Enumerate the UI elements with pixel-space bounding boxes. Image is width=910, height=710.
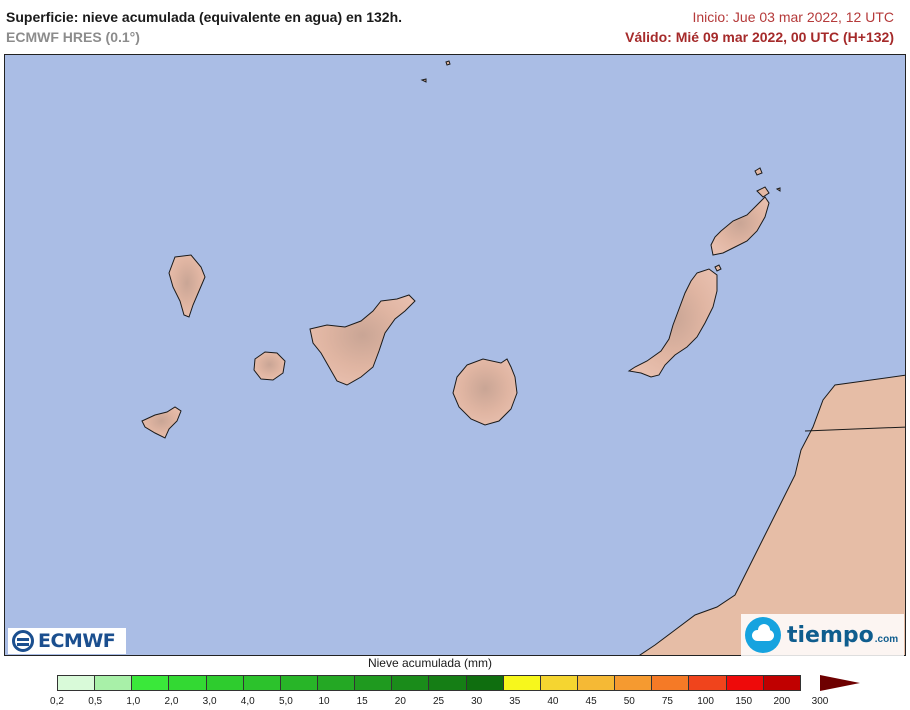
salvajes-islet-2 <box>420 78 427 83</box>
legend-swatch <box>391 675 430 691</box>
fuerteventura <box>627 268 718 378</box>
legend-swatch <box>614 675 653 691</box>
legend-title: Nieve acumulada (mm) <box>367 656 493 670</box>
legend-swatch <box>57 675 96 691</box>
legend-tick-label: 50 <box>623 696 635 707</box>
lanzarote-islet <box>775 187 781 192</box>
legend-tick-label: 3,0 <box>202 696 217 707</box>
tiempo-logo[interactable]: tiempo .com <box>741 614 904 656</box>
legend-swatch <box>428 675 467 691</box>
legend-tick-label: 35 <box>509 696 521 707</box>
legend-tick-label: 15 <box>356 696 368 707</box>
map-panel[interactable] <box>4 54 906 656</box>
la-palma <box>168 254 206 318</box>
legend-tick-label: 200 <box>773 696 791 707</box>
legend-tick-label: 5,0 <box>278 696 293 707</box>
map-title: Superficie: nieve acumulada (equivalente… <box>6 9 403 25</box>
salvajes-islet-1 <box>445 60 451 66</box>
la-graciosa <box>756 186 770 198</box>
legend-tick-label: 20 <box>394 696 406 707</box>
legend-ticks: 0,2 0,5 1,0 2,0 3,0 4,0 5,0 10 15 20 25 30 35 40 45 50 7… <box>0 696 910 710</box>
tiempo-logo-domain: .com <box>874 633 899 645</box>
la-gomera <box>253 351 286 381</box>
alegranza <box>754 167 763 176</box>
lanzarote <box>710 196 770 256</box>
legend-swatch <box>502 675 541 691</box>
legend-swatch <box>576 675 616 691</box>
legend-tick-label: 0,5 <box>88 696 103 707</box>
legend-tick-label: 75 <box>661 696 673 707</box>
header-right: Inicio: Jue 03 mar 2022, 12 UTC Válido: … <box>625 9 894 45</box>
legend-swatch <box>465 675 504 691</box>
legend-swatch <box>762 675 801 691</box>
legend-tick-label: 100 <box>697 696 714 707</box>
legend-swatch <box>131 675 170 691</box>
legend-color-bar <box>57 675 801 691</box>
legend-tick-label: 10 <box>318 696 330 707</box>
legend-swatch <box>539 675 578 691</box>
init-time: Inicio: Jue 03 mar 2022, 12 UTC <box>692 9 894 25</box>
tenerife <box>309 294 416 386</box>
legend-tick-label: 4,0 <box>240 696 255 707</box>
legend-tick-label: 300 <box>811 696 829 707</box>
legend-swatch <box>316 675 356 691</box>
legend-tick-label: 40 <box>547 696 559 707</box>
legend-swatch <box>168 675 207 691</box>
gran-canaria <box>452 358 518 426</box>
legend-swatch <box>354 675 393 691</box>
ecmwf-emblem-icon <box>12 630 34 652</box>
legend-swatch <box>279 675 318 691</box>
african-coast <box>639 374 905 655</box>
legend-tick-label: 150 <box>735 696 753 707</box>
ecmwf-logo: ECMWF <box>8 628 126 654</box>
legend-tick-label: 30 <box>471 696 483 707</box>
border-line <box>804 426 905 432</box>
map-canvas <box>5 55 905 655</box>
legend-overflow-arrow <box>820 675 860 691</box>
el-hierro <box>141 406 182 439</box>
legend-tick-label: 2,0 <box>164 696 179 707</box>
model-label: ECMWF HRES (0.1°) <box>6 29 140 45</box>
legend-tick-label: 45 <box>585 696 597 707</box>
legend-swatch <box>94 675 133 691</box>
header-left: Superficie: nieve acumulada (equivalente… <box>6 9 402 45</box>
legend-tick-label: 25 <box>432 696 445 707</box>
legend-tick-label: 1,0 <box>126 696 141 707</box>
lobos-islet <box>714 264 722 272</box>
legend-swatch <box>688 675 727 691</box>
legend-swatch <box>651 675 690 691</box>
legend-swatch <box>242 675 281 691</box>
tiempo-logo-text: tiempo <box>787 622 874 648</box>
valid-time: Válido: Mié 09 mar 2022, 00 UTC (H+132) <box>625 29 894 45</box>
legend-swatch <box>725 675 764 691</box>
cloud-sun-icon <box>745 617 781 653</box>
ecmwf-logo-text: ECMWF <box>38 630 116 652</box>
legend-tick-label: 0,2 <box>50 696 64 707</box>
legend-swatch <box>205 675 244 691</box>
